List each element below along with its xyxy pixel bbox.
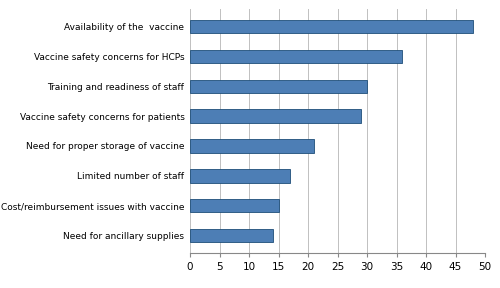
Bar bbox=[190, 139, 314, 153]
Bar bbox=[190, 169, 290, 183]
Bar bbox=[190, 20, 473, 33]
Bar bbox=[190, 199, 278, 212]
Bar bbox=[190, 109, 361, 123]
Bar bbox=[190, 229, 272, 242]
Bar bbox=[190, 79, 367, 93]
Bar bbox=[190, 50, 402, 63]
